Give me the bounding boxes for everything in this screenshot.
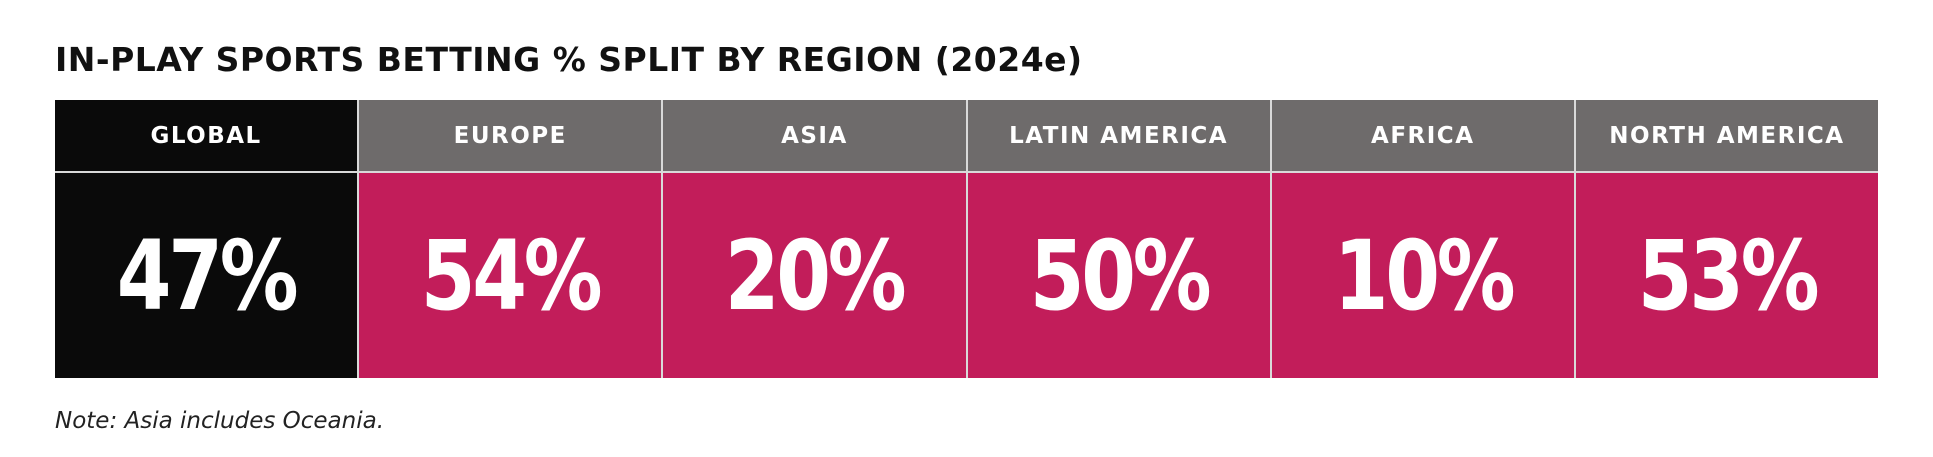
value-asia: 20%: [725, 219, 907, 332]
value-cell-latin-america: 50%: [967, 173, 1270, 378]
value-latin-america: 50%: [1029, 219, 1211, 332]
column-latin-america: LATIN AMERICA 50%: [965, 100, 1270, 378]
header-asia: ASIA: [663, 100, 966, 173]
footnote: Note: Asia includes Oceania.: [55, 408, 385, 434]
column-asia: ASIA 20%: [661, 100, 966, 378]
value-africa: 10%: [1333, 219, 1515, 332]
header-africa: AFRICA: [1271, 100, 1574, 173]
header-global: GLOBAL: [55, 100, 358, 173]
column-europe: EUROPE 54%: [357, 100, 662, 378]
column-north-america: NORTH AMERICA 53%: [1573, 100, 1879, 378]
value-cell-europe: 54%: [359, 173, 662, 378]
column-global: GLOBAL 47%: [55, 100, 358, 378]
value-cell-north-america: 53%: [1575, 173, 1879, 378]
header-latin-america: LATIN AMERICA: [967, 100, 1270, 173]
value-north-america: 53%: [1637, 219, 1820, 332]
chart-title: IN-PLAY SPORTS BETTING % SPLIT BY REGION…: [55, 40, 1083, 79]
value-cell-asia: 20%: [663, 173, 966, 378]
value-cell-africa: 10%: [1271, 173, 1574, 378]
column-africa: AFRICA 10%: [1269, 100, 1574, 378]
value-cell-global: 47%: [55, 173, 358, 378]
region-split-table: GLOBAL 47% EUROPE 54% ASIA 20% LATIN AME…: [55, 100, 1879, 378]
header-europe: EUROPE: [359, 100, 662, 173]
value-global: 47%: [116, 219, 299, 332]
header-north-america: NORTH AMERICA: [1575, 100, 1879, 173]
value-europe: 54%: [420, 219, 603, 332]
